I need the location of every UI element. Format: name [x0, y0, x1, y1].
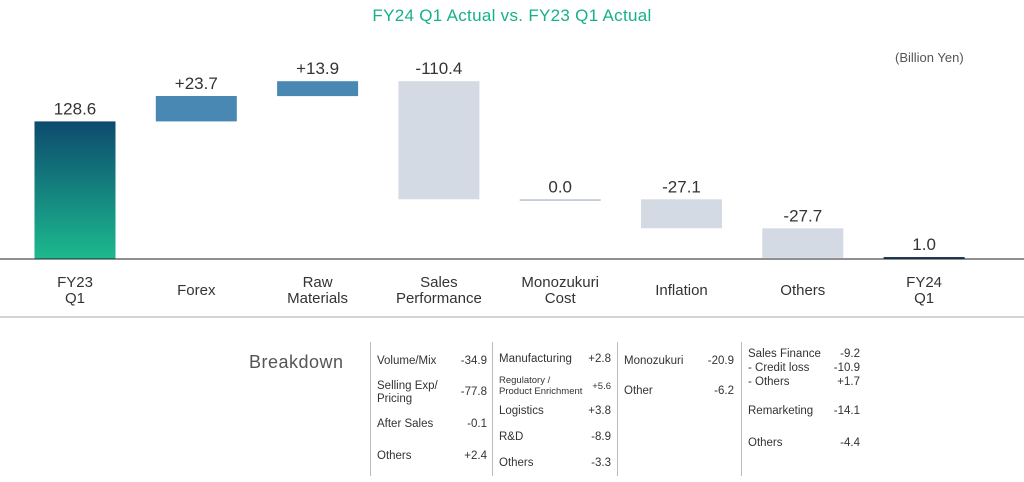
breakdown-item-label: Selling Exp/Pricing [377, 380, 438, 405]
breakdown-item-value: -6.2 [714, 385, 734, 397]
category-label-6: Others [780, 282, 825, 299]
breakdown-item-value: +1.7 [837, 376, 860, 388]
value-label-2: +13.9 [296, 59, 339, 78]
breakdown-column-2: Monozukuri -20.9 Other -6.2 [617, 342, 738, 476]
breakdown-item-label: Manufacturing [499, 353, 572, 365]
breakdown-item-label: Sales Finance [748, 348, 821, 360]
breakdown-item-label: After Sales [377, 418, 434, 430]
breakdown-item-label: Other [624, 385, 653, 397]
waterfall-chart: 128.6 FY23 Q1 +23.7 Forex +13.9 Raw Materials -1… [0, 59, 1024, 318]
breakdown-item-label: Monozukuri [624, 355, 684, 367]
bar-3 [398, 81, 480, 200]
breakdown-item-label: Logistics [499, 405, 544, 417]
value-label-7: 1.0 [912, 235, 936, 254]
breakdown-item-value: +2.8 [588, 353, 611, 365]
category-label-2: Raw Materials [287, 274, 348, 307]
bar-0 [34, 121, 116, 260]
bar-5 [641, 199, 722, 229]
breakdown-item-value: +2.4 [464, 450, 487, 462]
breakdown-item-value: -10.9 [833, 362, 860, 374]
breakdown-title: Breakdown [249, 352, 344, 372]
breakdown-column-1: Manufacturing +2.8 Regulatory / Product Enr… [492, 342, 615, 476]
bar-6 [762, 228, 844, 258]
breakdown-item-label: R&D [499, 431, 524, 443]
breakdown-item-label: Others [377, 450, 412, 462]
breakdown-item-label: Volume/Mix [377, 355, 437, 367]
category-label-3: Sales Performance [396, 274, 482, 307]
breakdown-item-value: +5.6 [592, 381, 611, 392]
chart-title: FY24 Q1 Actual vs. FY23 Q1 Actual [372, 6, 652, 25]
breakdown-column-3: Sales Finance -9.2 - Credit loss -10.9 - Oth… [741, 342, 864, 476]
breakdown-item-value: -34.9 [460, 355, 487, 367]
breakdown-item-label: Remarketing [748, 405, 814, 417]
breakdown-item-value: -20.9 [707, 355, 734, 367]
category-label-0: FY23 Q1 [57, 274, 93, 307]
value-label-4: 0.0 [548, 177, 572, 196]
breakdown-item-label: Regulatory / Product Enrichment [499, 375, 583, 397]
breakdown-item-label: - Credit loss [748, 362, 810, 374]
category-label-1: Forex [177, 282, 216, 299]
breakdown-item-value: +3.8 [588, 405, 611, 417]
breakdown-item-value: -3.3 [591, 457, 611, 469]
category-label-4: Monozukuri Cost [521, 274, 599, 307]
value-label-0: 128.6 [54, 99, 97, 118]
bar-4 [519, 199, 601, 201]
category-label-7: FY24 Q1 [906, 274, 942, 307]
bar-1 [155, 96, 237, 122]
breakdown-item-label: - Others [748, 376, 790, 388]
breakdown-item-label: Others [748, 437, 783, 449]
unit-label: (Billion Yen) [895, 50, 964, 65]
value-label-1: +23.7 [175, 74, 218, 93]
breakdown-item-label: Others [499, 457, 534, 469]
value-label-3: -110.4 [415, 59, 462, 78]
breakdown-item-value: -14.1 [833, 405, 860, 417]
breakdown-item-value: -0.1 [467, 418, 487, 430]
bar-2 [277, 81, 359, 97]
breakdown-column-0: Volume/Mix -34.9 Selling Exp/Pricing -77.8 A… [370, 342, 491, 476]
breakdown-item-value: -77.8 [460, 386, 487, 398]
breakdown-item-value: -9.2 [840, 348, 860, 360]
breakdown-item-value: -4.4 [840, 437, 860, 449]
category-label-5: Inflation [655, 282, 708, 299]
breakdown-item-value: -8.9 [591, 431, 611, 443]
bar-7 [883, 257, 965, 259]
value-label-6: -27.7 [783, 206, 822, 225]
value-label-5: -27.1 [662, 177, 701, 196]
